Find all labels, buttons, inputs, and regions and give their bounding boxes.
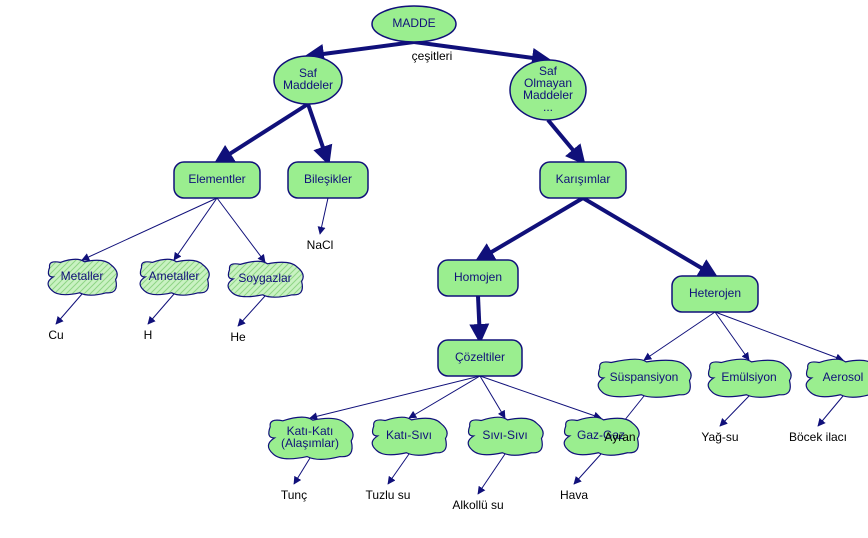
node-label-ametaller: Ametaller [149,269,200,283]
edge-karisimlar-heterojen [583,198,715,276]
node-label-homojen: Homojen [454,270,502,284]
leaf-edge-bocek [818,396,843,426]
edge-homojen-cozeltiler [478,296,480,340]
node-metaller: Metaller [48,259,117,295]
leaf-tuzlu: Tuzlu su [366,488,411,502]
leaf-edge-yagsu [720,396,749,426]
node-soygazlar: Soygazlar [228,261,303,297]
leaf-edge-tunc [294,458,310,484]
edge-karisimlar-homojen [478,198,583,260]
node-label-safolmayan-3: ... [543,100,553,114]
leaf-hava: Hava [560,488,588,502]
node-label-heterojen: Heterojen [689,286,741,300]
node-label-saf-1: Maddeler [283,78,333,92]
node-cozeltiler: Çözeltiler [438,340,522,376]
node-label-emulsiyon: Emülsiyon [721,370,776,384]
node-label-soygazlar: Soygazlar [238,271,291,285]
leaf-edge-h [148,294,174,324]
node-emulsiyon: Emülsiyon [708,359,791,397]
leaf-he: He [230,330,246,344]
leaf-yagsu: Yağ-su [701,430,738,444]
node-label-elementler: Elementler [188,172,245,186]
edge-elementler-ametaller [174,198,217,260]
node-suspansiyon: Süspansiyon [598,359,691,397]
node-label-bilesikler: Bileşikler [304,172,352,186]
node-aerosol: Aerosol [806,359,868,397]
leaf-h: H [144,328,153,342]
node-ametaller: Ametaller [140,259,209,295]
edge-saf-elementler [217,104,308,162]
node-elementler: Elementler [174,162,260,198]
edge-elementler-soygazlar [217,198,265,262]
concept-map: MADDE SafMaddeler SafOlmayanMaddeler... Ele… [0,0,868,538]
leaf-ayran: Ayran [604,430,635,444]
leaf-edge-nacl [320,198,328,234]
node-bilesikler: Bileşikler [288,162,368,198]
edge-heterojen-emulsiyon [715,312,749,360]
leaf-edge-cu [56,294,82,324]
leaf-alkol: Alkollü su [452,498,503,512]
leaf-tunc: Tunç [281,488,307,502]
node-katikati: Katı-Katı(Alaşımlar) [268,417,353,459]
edge-heterojen-suspansiyon [644,312,715,360]
edge-heterojen-aerosol [715,312,843,360]
leaf-cu: Cu [48,328,63,342]
node-madde: MADDE [372,6,456,42]
edge-saf-bilesikler [308,104,328,162]
link-label-cesitleri: çeşitleri [412,49,453,63]
node-label-suspansiyon: Süspansiyon [610,370,679,384]
node-label-sivisivi: Sıvı-Sıvı [482,428,527,442]
node-safolmayan: SafOlmayanMaddeler... [510,60,586,120]
edge-madde-saf [308,42,414,56]
node-heterojen: Heterojen [672,276,758,312]
leaf-nacl: NaCl [307,238,334,252]
leaf-bocek: Böcek ilacı [789,430,847,444]
edge-safolmayan-karisimlar [548,120,583,162]
node-homojen: Homojen [438,260,518,296]
node-label-karisimlar: Karışımlar [556,172,611,186]
edge-cozeltiler-katikati [310,376,480,418]
node-label-katisivi: Katı-Sıvı [386,428,432,442]
edge-cozeltiler-katisivi [409,376,480,418]
leaf-edge-he [238,296,265,326]
node-label-metaller: Metaller [61,269,104,283]
node-label-katikati-1: (Alaşımlar) [281,436,339,450]
node-sivisivi: Sıvı-Sıvı [468,417,543,455]
node-katisivi: Katı-Sıvı [372,417,447,455]
node-karisimlar: Karışımlar [540,162,626,198]
node-saf: SafMaddeler [274,56,342,104]
edge-cozeltiler-gazgaz [480,376,601,418]
leaf-edge-alkol [478,454,505,494]
edge-elementler-metaller [82,198,217,260]
node-label-cozeltiler: Çözeltiler [455,350,505,364]
node-label-madde: MADDE [392,16,435,30]
leaf-edge-hava [574,454,601,484]
node-label-aerosol: Aerosol [823,370,864,384]
leaf-edge-tuzlu [388,454,409,484]
edge-cozeltiler-sivisivi [480,376,505,418]
